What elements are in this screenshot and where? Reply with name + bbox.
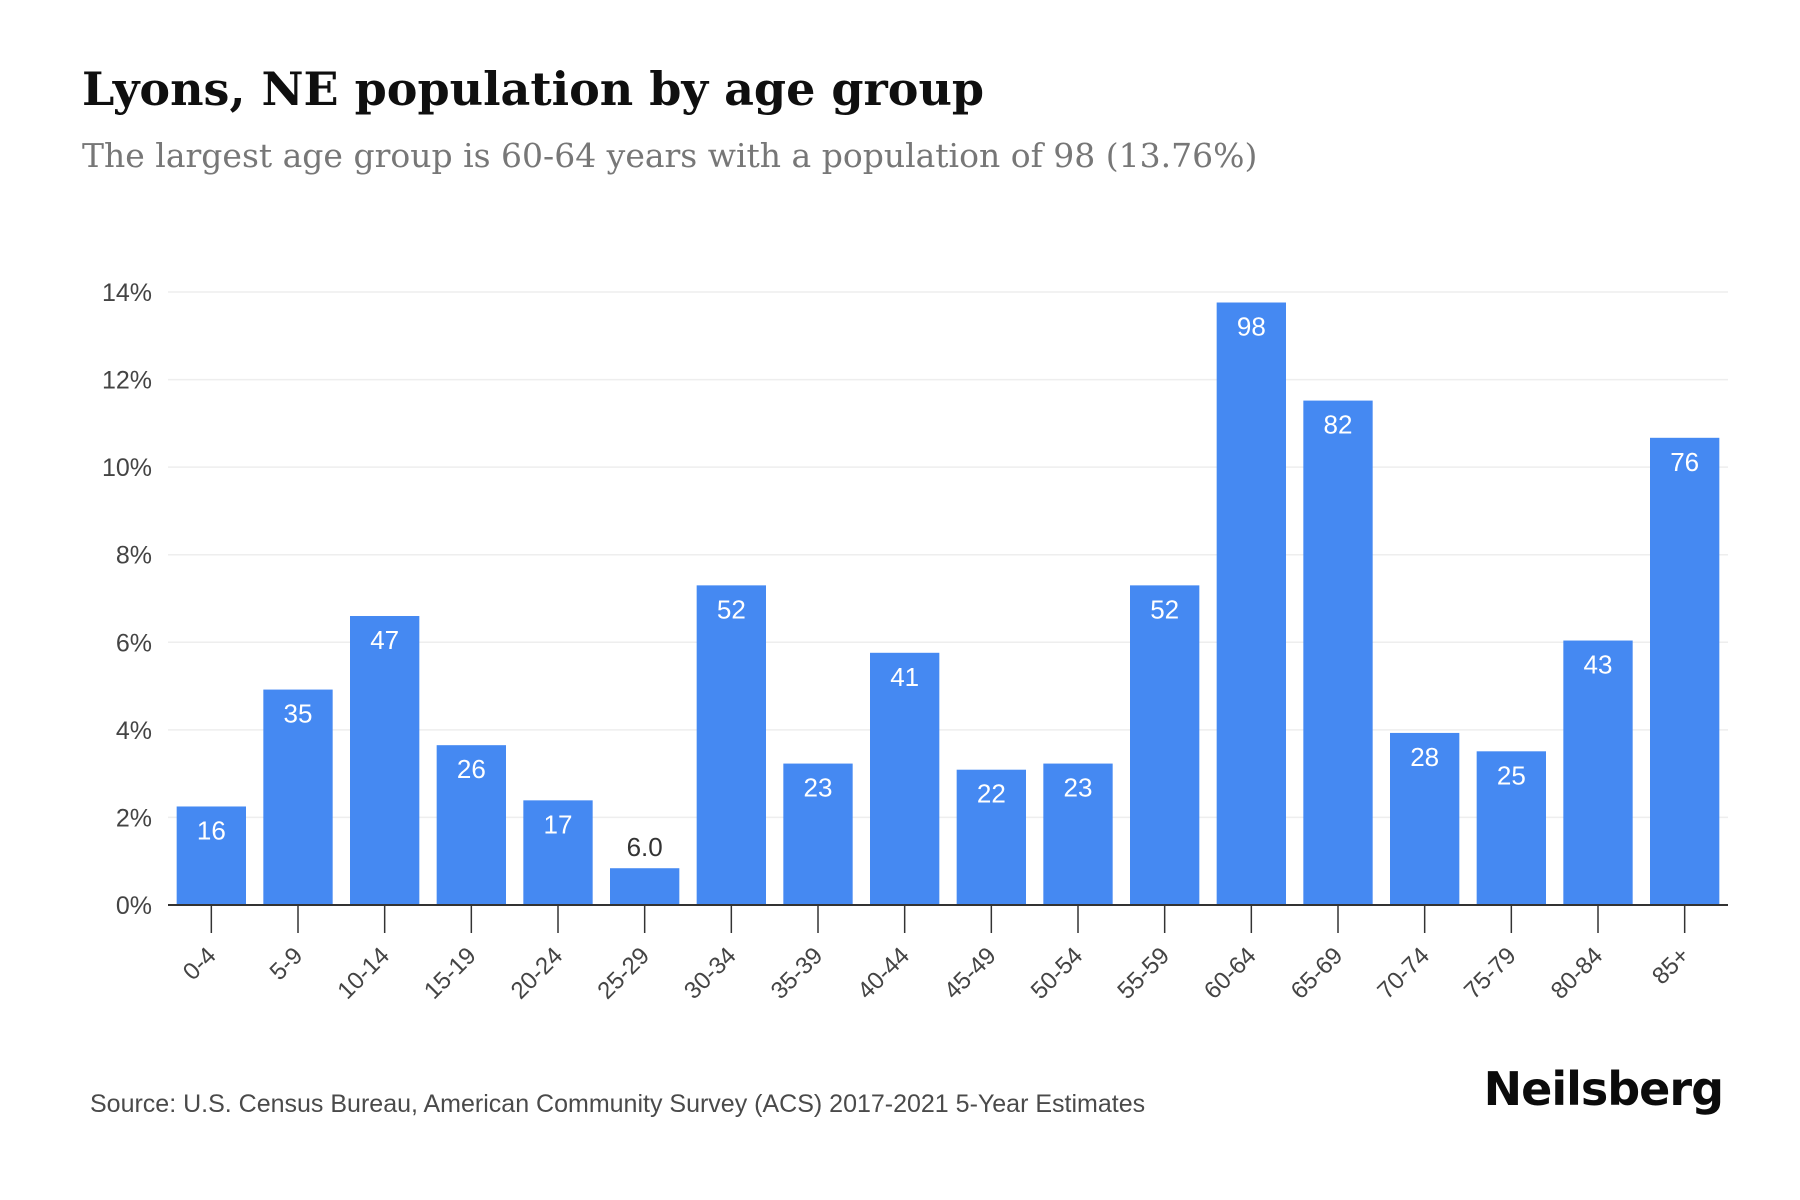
x-tick-label: 60-64 xyxy=(1199,942,1262,1005)
chart-title: Lyons, NE population by age group xyxy=(82,62,985,116)
bar xyxy=(176,806,246,905)
y-tick-label: 4% xyxy=(116,717,152,745)
x-tick-label: 50-54 xyxy=(1026,942,1089,1005)
bar xyxy=(523,800,593,905)
x-tick-label: 55-59 xyxy=(1112,942,1175,1005)
bar-value-label: 47 xyxy=(370,625,399,655)
bar xyxy=(350,616,420,905)
bar xyxy=(1650,437,1720,905)
bar xyxy=(956,769,1026,905)
bar-value-label: 41 xyxy=(890,662,919,692)
bar-value-label: 23 xyxy=(1064,773,1093,803)
x-tick-label: 65-69 xyxy=(1286,942,1349,1005)
brand-logo: Neilsberg xyxy=(1483,1062,1724,1116)
bar-value-label: 6.0 xyxy=(627,832,663,862)
bar xyxy=(1130,585,1200,905)
y-axis: 0% 2% 4% 6% 8% 10% 12% 14% xyxy=(102,279,152,920)
x-tick-label: 25-29 xyxy=(592,942,655,1005)
x-tick-label: 10-14 xyxy=(332,942,395,1005)
bar xyxy=(1476,751,1546,905)
x-tick-label: 20-24 xyxy=(506,942,569,1005)
x-tick-label: 35-39 xyxy=(766,942,829,1005)
bar xyxy=(783,763,853,905)
bar xyxy=(1043,763,1113,905)
x-tick-label: 75-79 xyxy=(1459,942,1522,1005)
x-tick-label: 70-74 xyxy=(1372,942,1435,1005)
y-tick-label: 6% xyxy=(116,629,152,657)
gridlines xyxy=(168,291,1728,819)
y-tick-label: 2% xyxy=(116,804,152,832)
bar-value-label: 43 xyxy=(1584,650,1613,680)
data-labels: 16 35 47 26 17 6.0 52 23 41 22 23 52 98 82 28 25 43 76 xyxy=(197,312,1699,863)
x-tick-label: 30-34 xyxy=(679,942,742,1005)
bar xyxy=(1563,640,1633,905)
bar-value-label: 98 xyxy=(1237,312,1266,342)
x-axis: 0-4 5-9 10-14 15-19 20-24 25-29 30-34 35-39 40-4… xyxy=(168,904,1728,1005)
bar-value-label: 17 xyxy=(544,809,573,839)
bar xyxy=(610,868,680,905)
bar xyxy=(436,745,506,905)
x-tick-label: 40-44 xyxy=(852,942,915,1005)
bar xyxy=(1216,302,1286,906)
x-tick-label: 15-19 xyxy=(419,942,482,1005)
x-tick-label: 45-49 xyxy=(939,942,1002,1005)
bar-value-label: 26 xyxy=(457,754,486,784)
chart-subtitle: The largest age group is 60-64 years wit… xyxy=(82,136,1258,175)
bar-value-label: 25 xyxy=(1497,760,1526,790)
x-tick-label: 0-4 xyxy=(178,942,222,986)
bar-value-label: 22 xyxy=(977,779,1006,809)
bar-value-label: 52 xyxy=(1150,594,1179,624)
bar-value-label: 23 xyxy=(804,773,833,803)
x-tick-label: 80-84 xyxy=(1546,942,1609,1005)
bar xyxy=(1390,732,1460,905)
y-tick-label: 14% xyxy=(102,279,152,307)
x-tick-label: 85+ xyxy=(1647,942,1695,990)
bar-value-label: 28 xyxy=(1410,742,1439,772)
y-tick-label: 8% xyxy=(116,542,152,570)
y-tick-label: 0% xyxy=(116,892,152,920)
y-tick-label: 10% xyxy=(102,454,152,482)
source-note: Source: U.S. Census Bureau, American Com… xyxy=(90,1090,1146,1118)
bar xyxy=(870,652,940,905)
bar-value-label: 16 xyxy=(197,815,226,845)
bars xyxy=(176,302,1720,906)
bar-value-label: 52 xyxy=(717,594,746,624)
y-tick-label: 12% xyxy=(102,367,152,395)
bar xyxy=(1303,400,1373,905)
bar-value-label: 82 xyxy=(1324,410,1353,440)
bar-value-label: 35 xyxy=(284,699,313,729)
bar xyxy=(696,585,766,905)
bar-value-label: 76 xyxy=(1670,447,1699,477)
x-tick-label: 5-9 xyxy=(265,942,309,986)
bar xyxy=(263,689,333,905)
